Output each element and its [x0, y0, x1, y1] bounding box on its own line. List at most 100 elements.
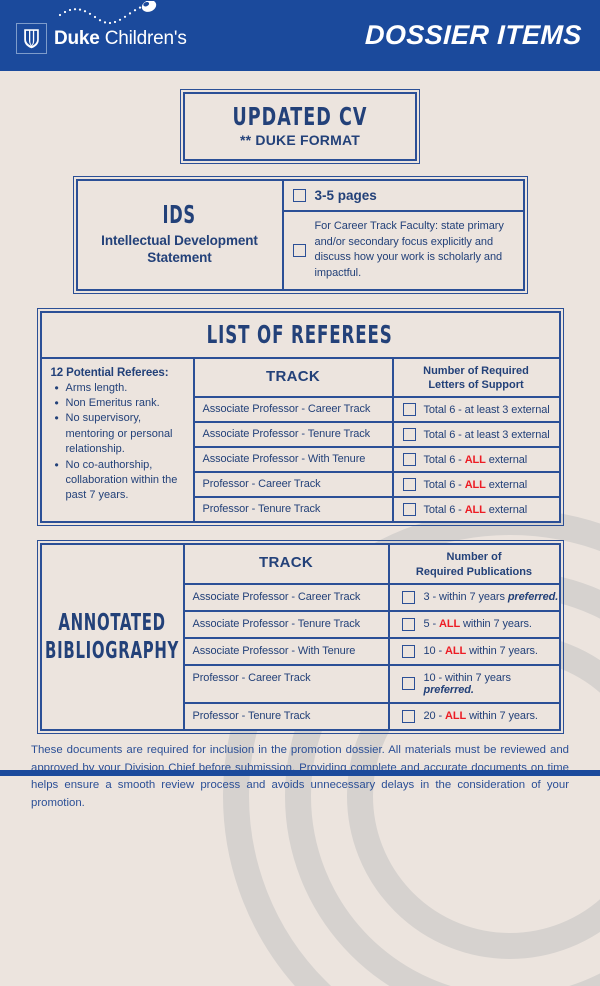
- ids-box: IDS Intellectual Development Statement 3…: [72, 176, 528, 294]
- ids-pages-label: 3-5 pages: [314, 188, 377, 204]
- emphasis-preferred: preferred.: [423, 683, 474, 696]
- requirement-cell: Total 6 - ALL external: [394, 498, 559, 521]
- bibliography-col-track: TRACK: [185, 545, 390, 583]
- requirement-cell: 20 - ALL within 7 years.: [390, 704, 559, 729]
- duke-shield-badge: [16, 23, 47, 54]
- referees-col-letters: Number of Required Letters of Support: [394, 359, 559, 397]
- track-cell: Associate Professor - Tenure Track: [195, 423, 394, 447]
- annotated-bibliography-box: ANNOTATED BIBLIOGRAPHY TRACK Number of R…: [36, 540, 564, 734]
- page-content: UPDATED CV ** DUKE FORMAT IDS Intellectu…: [0, 71, 600, 813]
- table-row: Associate Professor - Career Track 3 - wi…: [184, 584, 559, 612]
- track-cell: Associate Professor - Career Track: [195, 398, 394, 422]
- bottom-bar: [0, 770, 600, 776]
- emphasis-preferred: preferred.: [507, 591, 559, 604]
- checkbox-icon[interactable]: [402, 478, 416, 492]
- table-row: Associate Professor - With Tenure Total 6…: [194, 448, 559, 474]
- bibliography-col-pubs-line1: Number of: [446, 551, 502, 564]
- referees-col-letters-line2: Letters of Support: [428, 378, 524, 391]
- table-row: Associate Professor - With Tenure 10 - AL…: [184, 638, 559, 666]
- checkbox-icon[interactable]: [401, 590, 415, 604]
- requirement-text: 10 - within 7 years preferred.: [423, 671, 511, 696]
- checkbox-icon[interactable]: [402, 503, 416, 517]
- ids-full-name-line2: Statement: [147, 249, 212, 265]
- track-cell: Professor - Career Track: [185, 665, 390, 702]
- checkbox-icon[interactable]: [401, 677, 415, 691]
- checkbox-icon[interactable]: [402, 428, 416, 442]
- ids-full-name: Intellectual Development Statement: [101, 233, 258, 266]
- updated-cv-box: UPDATED CV ** DUKE FORMAT: [180, 88, 420, 165]
- referees-table: TRACK Number of Required Letters of Supp…: [194, 358, 559, 522]
- ids-requirements-cell: 3-5 pages For Career Track Faculty: stat…: [283, 181, 523, 288]
- ids-section: IDS Intellectual Development Statement 3…: [12, 161, 588, 294]
- ids-label-cell: IDS Intellectual Development Statement: [78, 181, 284, 289]
- requirement-text: 20 - ALL within 7 years.: [423, 710, 538, 723]
- referees-criteria-cell: 12 Potential Referees: Arms length. Non …: [42, 358, 195, 522]
- emphasis-all: ALL: [445, 645, 467, 658]
- referees-criteria-title: 12 Potential Referees:: [50, 366, 169, 379]
- referees-col-letters-line1: Number of Required: [423, 364, 529, 377]
- requirement-text: Total 6 - ALL external: [423, 453, 528, 466]
- requirement-text: Total 6 - ALL external: [423, 478, 528, 491]
- requirement-cell: 10 - ALL within 7 years.: [390, 639, 559, 664]
- requirement-cell: Total 6 - ALL external: [394, 448, 559, 471]
- bibliography-title-line2: BIBLIOGRAPHY: [45, 638, 179, 665]
- logo-word-childrens: Children's: [99, 28, 187, 49]
- track-cell: Associate Professor - Career Track: [185, 584, 390, 610]
- emphasis-all: ALL: [464, 503, 486, 516]
- checkbox-icon[interactable]: [401, 644, 415, 658]
- table-row: Associate Professor - Tenure Track Total …: [194, 423, 559, 449]
- ids-full-name-line1: Intellectual Development: [101, 232, 258, 248]
- requirement-text: 3 - within 7 years preferred.: [423, 591, 559, 604]
- list-of-referees-section: LIST OF REFEREES 12 Potential Referees: …: [12, 291, 588, 527]
- list-item: Arms length.: [55, 380, 186, 397]
- referees-table-rows: Associate Professor - Career Track Total …: [194, 398, 559, 522]
- referees-col-track: TRACK: [195, 358, 394, 397]
- referees-criteria-list: Arms length. Non Emeritus rank. No super…: [51, 380, 186, 504]
- ids-requirement-row-pages: 3-5 pages: [283, 181, 523, 213]
- checkbox-icon[interactable]: [402, 453, 416, 467]
- page-header: Duke Children's DOSSIER ITEMS: [0, 0, 600, 71]
- annotated-bibliography-section: ANNOTATED BIBLIOGRAPHY TRACK Number of R…: [12, 523, 588, 734]
- referees-banner-title: LIST OF REFEREES: [207, 319, 393, 349]
- emphasis-all: ALL: [464, 478, 486, 491]
- bibliography-title-line1: ANNOTATED: [58, 610, 166, 637]
- list-item: No co-authorship, collaboration within t…: [55, 457, 186, 504]
- checkbox-icon[interactable]: [292, 189, 306, 203]
- ids-abbreviation: IDS: [162, 200, 197, 230]
- list-item: No supervisory, mentoring or personal re…: [55, 410, 186, 457]
- track-cell: Associate Professor - With Tenure: [185, 638, 390, 664]
- table-row: Professor - Tenure Track Total 6 - ALL ex…: [195, 498, 559, 522]
- requirement-text: Total 6 - at least 3 external: [423, 403, 550, 416]
- checkbox-icon[interactable]: [401, 617, 415, 631]
- bibliography-table-header: TRACK Number of Required Publications: [184, 545, 559, 585]
- requirement-cell: Total 6 - at least 3 external: [394, 398, 559, 421]
- bibliography-col-pubs-line2: Required Publications: [415, 565, 533, 578]
- referees-banner: LIST OF REFEREES: [41, 313, 559, 359]
- list-of-referees-box: LIST OF REFEREES 12 Potential Referees: …: [36, 307, 564, 527]
- bibliography-label-cell: ANNOTATED BIBLIOGRAPHY: [42, 545, 185, 729]
- logo-word-duke: Duke: [54, 28, 100, 49]
- checkbox-icon[interactable]: [401, 709, 415, 723]
- requirement-text: 10 - ALL within 7 years.: [423, 645, 538, 658]
- track-cell: Professor - Tenure Track: [185, 703, 390, 729]
- track-cell: Professor - Career Track: [195, 473, 394, 497]
- shield-icon: [24, 29, 39, 49]
- bibliography-table-rows: Associate Professor - Career Track 3 - wi…: [184, 584, 559, 729]
- requirement-text: Total 6 - at least 3 external: [423, 428, 550, 441]
- emphasis-all: ALL: [445, 710, 467, 723]
- table-row: Associate Professor - Tenure Track 5 - AL…: [184, 611, 559, 639]
- table-row: Associate Professor - Career Track Total …: [194, 398, 559, 424]
- bibliography-table: TRACK Number of Required Publications As…: [184, 545, 559, 729]
- checkbox-icon[interactable]: [402, 403, 416, 417]
- requirement-cell: 10 - within 7 years preferred.: [390, 666, 559, 702]
- ids-requirement-row-focus: For Career Track Faculty: state primary …: [284, 212, 523, 288]
- requirement-cell: 5 - ALL within 7 years.: [390, 612, 559, 637]
- table-row: Professor - Career Track Total 6 - ALL ex…: [194, 473, 559, 499]
- referees-table-header: TRACK Number of Required Letters of Supp…: [194, 358, 559, 399]
- logo-wordmark: Duke Children's: [54, 29, 187, 48]
- track-cell: Associate Professor - Tenure Track: [185, 611, 390, 637]
- updated-cv-title: UPDATED CV: [232, 102, 368, 131]
- ids-focus-label: For Career Track Faculty: state primary …: [314, 220, 504, 280]
- checkbox-icon[interactable]: [292, 243, 306, 257]
- updated-cv-section: UPDATED CV ** DUKE FORMAT: [12, 71, 588, 165]
